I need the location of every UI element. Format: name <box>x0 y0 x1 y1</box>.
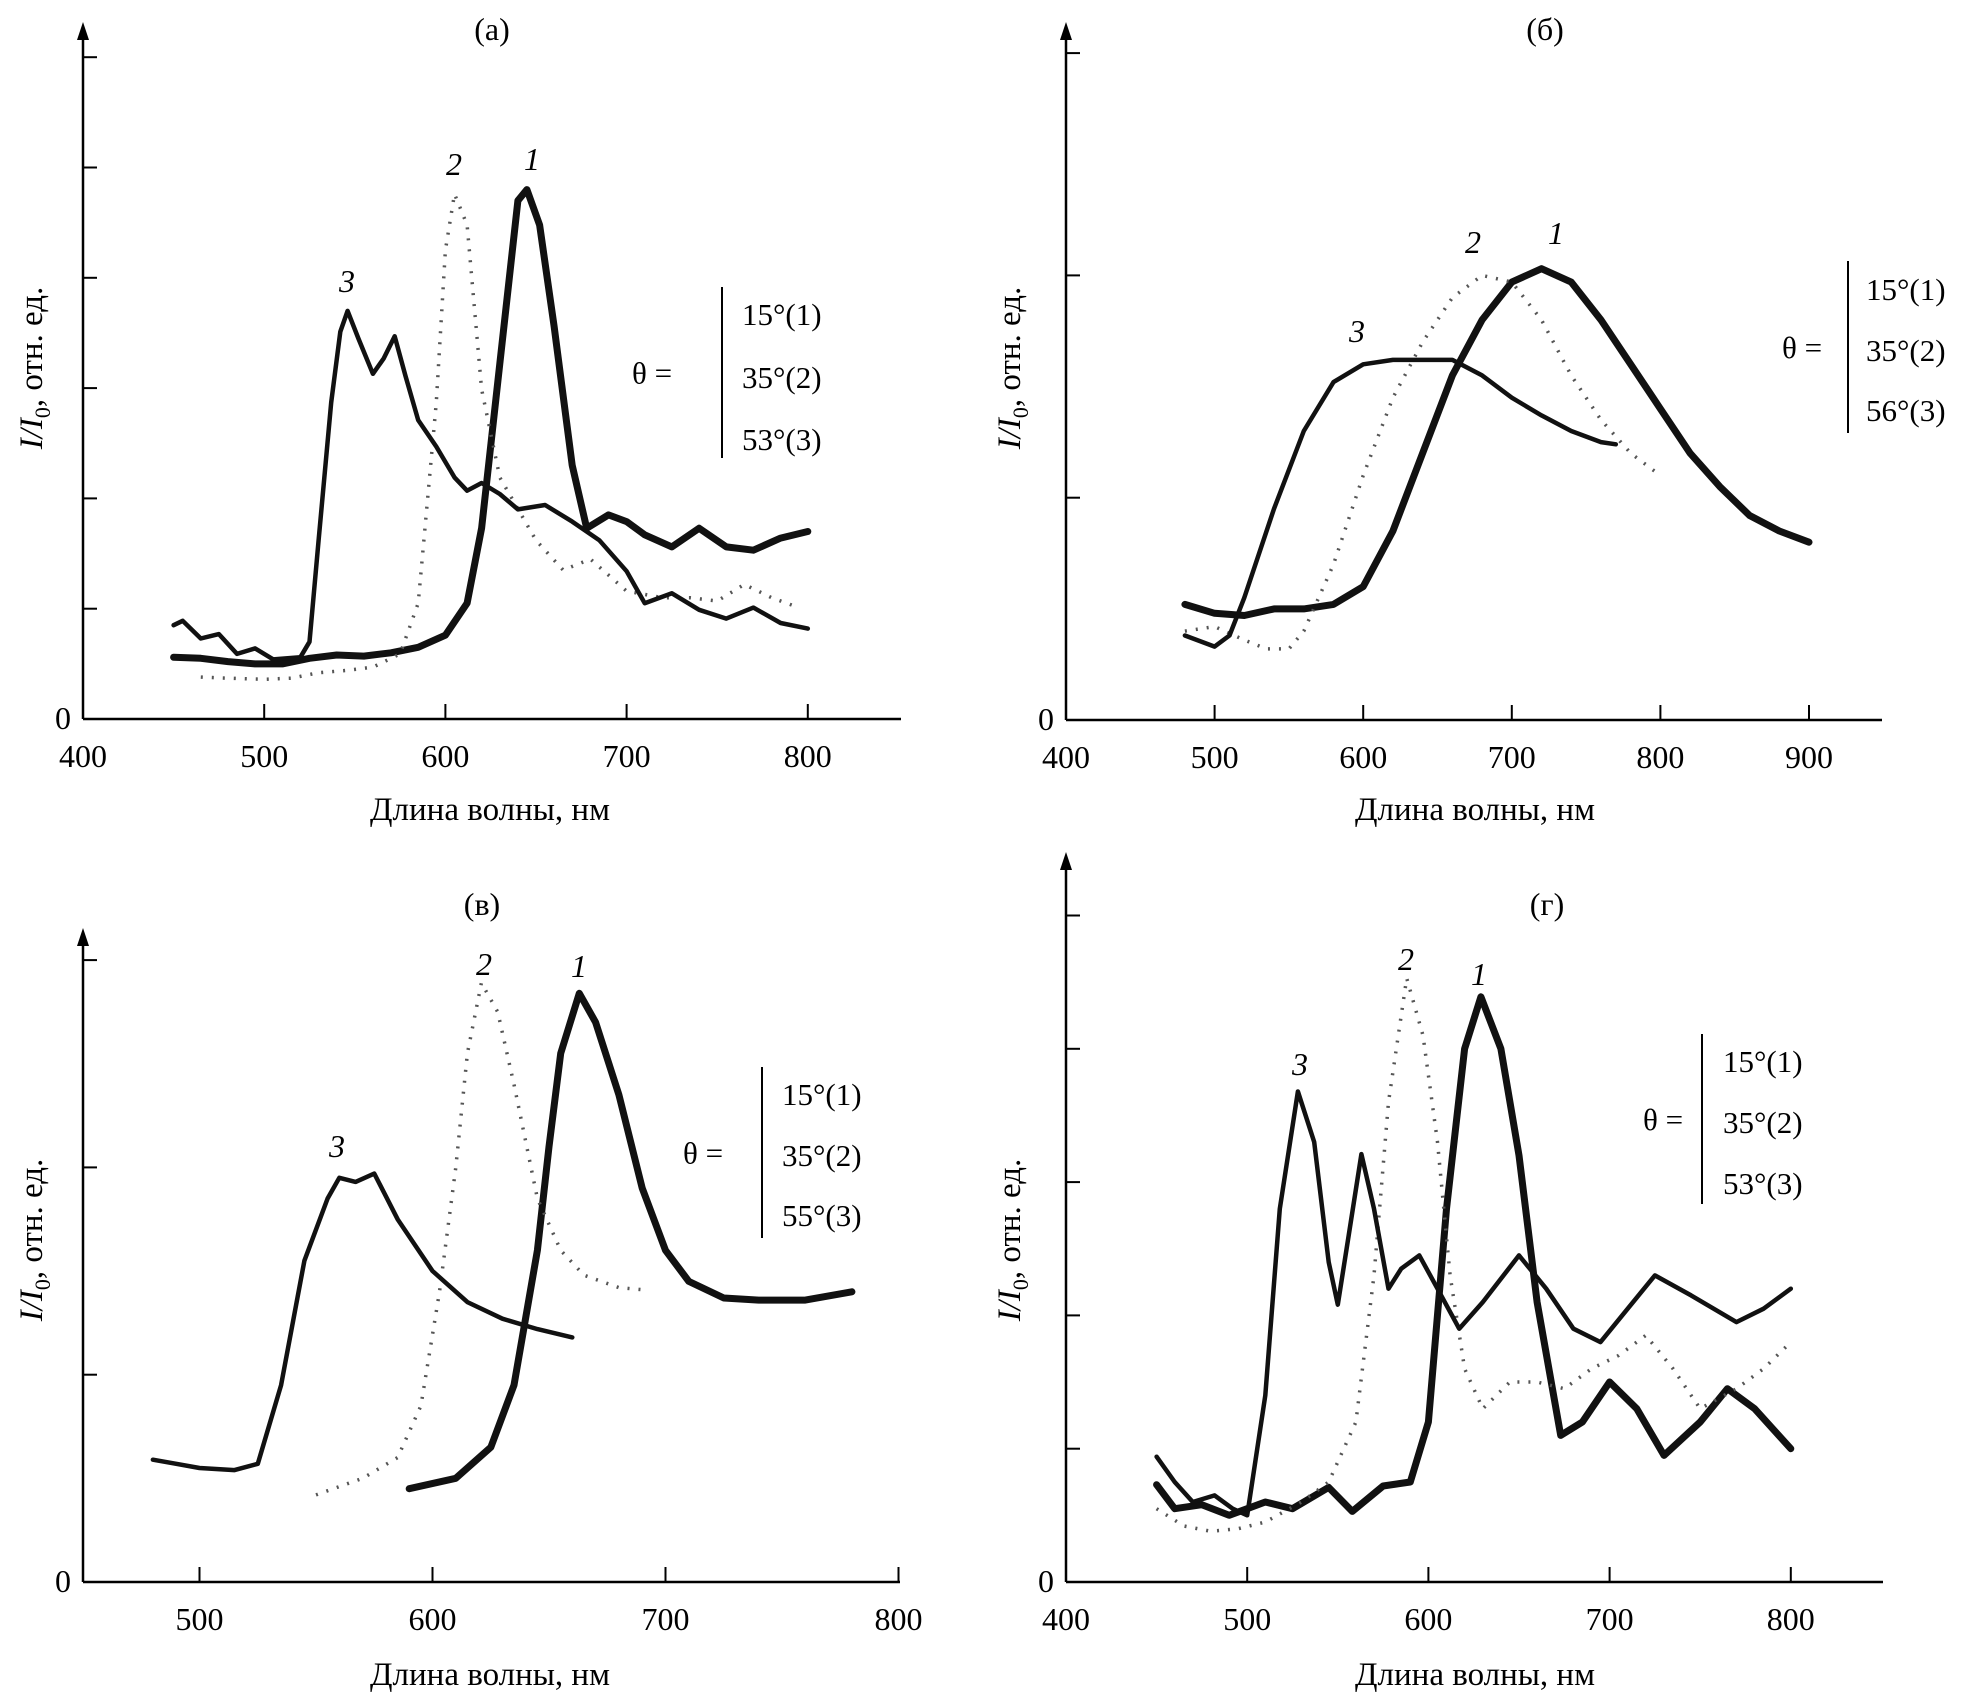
x-tick-label: 700 <box>603 738 651 774</box>
x-axis-label: Длина волны, нм <box>370 1657 610 1693</box>
x-tick-label: 700 <box>1488 739 1536 775</box>
legend: θ = 15°(1) 35°(2) 53°(3) <box>1643 1034 1803 1204</box>
x-tick-label: 800 <box>875 1601 923 1637</box>
series-line-3 <box>1154 1089 1794 1518</box>
x-tick-label: 700 <box>1586 1601 1634 1637</box>
legend-theta-label: θ = <box>632 356 672 391</box>
curve-label-2: 2 <box>1398 941 1414 977</box>
legend-entry: 35°(2) <box>782 1138 862 1173</box>
y-axis-label: I/I0, отн. ед. <box>14 1159 55 1323</box>
series-line-1 <box>170 186 812 668</box>
y-axis-arrow-icon <box>1060 22 1072 40</box>
panel-b: (б) 400 500 600 700 800 900 0 Длина волны, нм I/I… <box>992 11 1946 828</box>
curve-label-3: 3 <box>328 1128 345 1164</box>
y-tick-label: 0 <box>55 1563 71 1599</box>
curve-label-1: 1 <box>571 948 587 984</box>
x-tick-label: 600 <box>1339 739 1387 775</box>
x-tick-label: 500 <box>1223 1601 1271 1637</box>
series-line-1 <box>1181 265 1813 619</box>
x-axis-label: Длина волны, нм <box>370 792 610 828</box>
series-line-2 <box>1155 977 1793 1534</box>
legend-theta-label: θ = <box>683 1136 723 1171</box>
legend-theta-label: θ = <box>1782 330 1822 365</box>
series-line-2 <box>200 187 800 682</box>
series-line-2 <box>315 977 643 1497</box>
curve-label-3: 3 <box>1291 1046 1308 1082</box>
panel-a: (a) 400 500 600 700 800 0 Длина волны, нм I/I0, … <box>14 11 901 828</box>
y-axis-label: I/I0, отн. ед. <box>992 1159 1033 1323</box>
x-tick-label: 600 <box>1404 1601 1452 1637</box>
x-tick-label: 500 <box>1191 739 1239 775</box>
series-line-3 <box>1182 357 1619 649</box>
y-tick-label: 0 <box>1038 701 1054 737</box>
x-tick-label: 900 <box>1785 739 1833 775</box>
curve-label-3: 3 <box>338 263 355 299</box>
x-tick-label: 600 <box>409 1601 457 1637</box>
curve-label-1: 1 <box>1471 956 1487 992</box>
x-tick-label: 400 <box>1042 1601 1090 1637</box>
legend-entry: 35°(2) <box>1723 1105 1803 1140</box>
legend-entry: 15°(1) <box>1723 1044 1803 1079</box>
y-axis-arrow-icon <box>1060 852 1072 870</box>
legend: θ = 15°(1) 35°(2) 56°(3) <box>1782 261 1946 433</box>
series-line-1 <box>1153 993 1795 1519</box>
x-tick-label: 800 <box>1636 739 1684 775</box>
series-line-3 <box>171 308 811 662</box>
y-tick-label: 0 <box>55 700 71 736</box>
panel-title: (в) <box>464 886 500 922</box>
y-tick-label: 0 <box>1038 1563 1054 1599</box>
x-tick-label: 500 <box>240 738 288 774</box>
panel-v: (в) 500 600 700 800 0 Длина волны, нм I/I0, отн… <box>14 886 923 1693</box>
curve-label-2: 2 <box>476 946 492 982</box>
y-axis-label: I/I0, отн. ед. <box>14 287 55 451</box>
curve-label-1: 1 <box>1548 215 1564 251</box>
legend-entry: 15°(1) <box>1866 272 1946 307</box>
curve-label-3: 3 <box>1348 313 1365 349</box>
legend-entry: 15°(1) <box>782 1077 862 1112</box>
legend-entry: 35°(2) <box>742 360 822 395</box>
legend-entry: 53°(3) <box>742 422 822 457</box>
legend-theta-label: θ = <box>1643 1102 1683 1137</box>
x-tick-label: 400 <box>59 738 107 774</box>
curve-label-2: 2 <box>1465 224 1481 260</box>
legend-entry: 53°(3) <box>1723 1166 1803 1201</box>
panel-title: (a) <box>474 11 510 47</box>
y-axis-label: I/I0, отн. ед. <box>992 287 1033 451</box>
y-axis-arrow-icon <box>77 928 89 946</box>
legend-entry: 15°(1) <box>742 297 822 332</box>
y-axis-arrow-icon <box>77 22 89 40</box>
legend-entry: 35°(2) <box>1866 333 1946 368</box>
legend-entry: 56°(3) <box>1866 393 1946 428</box>
x-axis-label: Длина волны, нм <box>1355 792 1595 828</box>
x-tick-label: 800 <box>784 738 832 774</box>
x-axis-label: Длина волны, нм <box>1355 1657 1595 1693</box>
legend: θ = 15°(1) 35°(2) 55°(3) <box>683 1067 862 1238</box>
legend: θ = 15°(1) 35°(2) 53°(3) <box>632 287 822 458</box>
legend-entry: 55°(3) <box>782 1198 862 1233</box>
series-line-1 <box>405 989 856 1493</box>
series-line-3 <box>150 1171 575 1473</box>
x-tick-label: 400 <box>1042 739 1090 775</box>
x-tick-label: 700 <box>642 1601 690 1637</box>
curve-label-2: 2 <box>446 146 462 182</box>
x-tick-label: 500 <box>176 1601 224 1637</box>
curve-label-1: 1 <box>524 141 540 177</box>
panel-title: (б) <box>1526 11 1564 47</box>
panel-title: (г) <box>1530 886 1564 922</box>
x-tick-label: 600 <box>421 738 469 774</box>
x-tick-label: 800 <box>1767 1601 1815 1637</box>
panel-g: (г) 400 500 600 700 800 0 Длина волны, нм I/I0, … <box>992 852 1883 1693</box>
